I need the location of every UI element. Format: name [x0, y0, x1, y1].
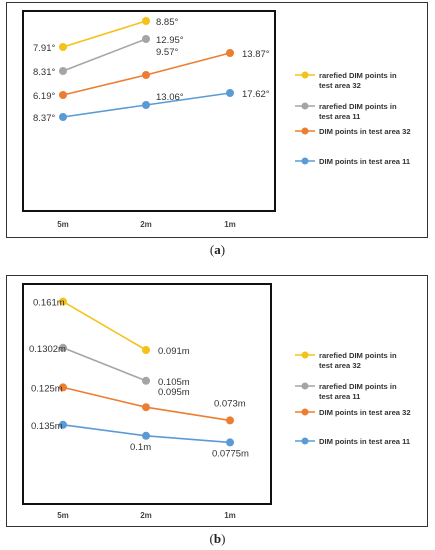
legend-entry: DIM points in test area 11 — [319, 437, 411, 446]
data-point — [142, 403, 150, 412]
data-label: 7.91° — [33, 43, 55, 54]
data-point — [226, 89, 234, 97]
x-tick-label: 5m — [57, 511, 69, 520]
data-label: 0.091m — [158, 346, 190, 357]
data-label: 12.95° — [156, 35, 184, 46]
data-point — [59, 67, 67, 75]
legend-entry: rarefied DIM points in test area 11 — [319, 382, 397, 401]
data-point — [142, 101, 150, 109]
legend-entry: DIM points in test area 32 — [319, 127, 411, 136]
legend-marker — [301, 408, 309, 416]
data-point — [142, 71, 150, 79]
data-label: 0.125m — [31, 383, 63, 394]
data-point — [59, 420, 67, 429]
legend-marker — [301, 102, 309, 110]
chart-panel-a: 5m 2m 1m 7.91° 8.85° rarefied DIM points in te… — [6, 2, 428, 238]
data-label: 0.0775m — [212, 448, 249, 459]
data-point — [142, 346, 150, 354]
data-point — [59, 297, 67, 306]
data-label: 0.135m — [31, 421, 63, 432]
x-tick-label: 1m — [224, 511, 236, 520]
line-chart-a: 5m 2m 1m 7.91° 8.85° rarefied DIM points in te… — [22, 10, 411, 229]
data-label: 13.06° — [156, 92, 184, 103]
x-tick-label: 1m — [224, 220, 236, 229]
x-tick-label: 5m — [57, 220, 69, 229]
chart-panel-b: 5m 2m 1m 0.161m 0.091m rarefied DIM points in… — [6, 275, 428, 527]
data-point — [59, 43, 67, 51]
legend-marker — [301, 127, 309, 135]
line-chart-b: 5m 2m 1m 0.161m 0.091m rarefied DIM points in… — [22, 283, 411, 520]
data-label: 17.62° — [242, 89, 270, 100]
data-point — [142, 376, 150, 385]
data-label: 8.37° — [33, 113, 55, 124]
series-line — [62, 38, 147, 72]
data-point — [226, 49, 234, 57]
data-label: 0.1302m — [29, 344, 66, 355]
legend-marker — [301, 71, 309, 79]
x-tick-label: 2m — [140, 511, 152, 520]
data-label: 6.19° — [33, 91, 55, 102]
data-label: 0.161m — [33, 298, 65, 309]
data-label: 0.1m — [130, 442, 151, 453]
data-point — [142, 17, 150, 25]
data-label: 0.105m — [158, 377, 190, 388]
data-point — [226, 438, 234, 447]
data-point — [59, 91, 67, 99]
caption-a: (a) — [209, 242, 226, 257]
data-point — [142, 431, 150, 440]
data-point — [226, 416, 234, 425]
legend-marker — [301, 382, 309, 390]
legend-marker — [301, 157, 309, 165]
data-point — [142, 35, 150, 43]
plot-frame — [22, 283, 272, 505]
data-label: 9.57° — [156, 47, 178, 58]
data-point — [59, 343, 67, 352]
legend-marker — [301, 351, 309, 359]
series-line — [62, 347, 147, 382]
data-label: 13.87° — [242, 49, 270, 60]
legend-entry: rarefied DIM points in test area 32 — [319, 71, 397, 90]
series-line — [62, 20, 147, 48]
legend-entry: rarefied DIM points in test area 32 — [319, 351, 397, 370]
legend-marker — [301, 437, 309, 445]
legend-entry: DIM points in test area 11 — [319, 157, 411, 166]
caption-b: (b) — [209, 531, 226, 546]
data-label: 0.095m — [158, 387, 190, 398]
series-line — [62, 300, 147, 351]
data-point — [59, 383, 67, 392]
plot-frame — [22, 10, 276, 212]
legend-entry: DIM points in test area 32 — [319, 408, 411, 417]
data-label: 8.31° — [33, 67, 55, 78]
x-tick-label: 2m — [140, 220, 152, 229]
data-point — [59, 113, 67, 121]
data-label: 0.073m — [214, 398, 246, 409]
data-label: 8.85° — [156, 17, 178, 28]
legend-entry: rarefied DIM points in test area 11 — [319, 102, 397, 121]
